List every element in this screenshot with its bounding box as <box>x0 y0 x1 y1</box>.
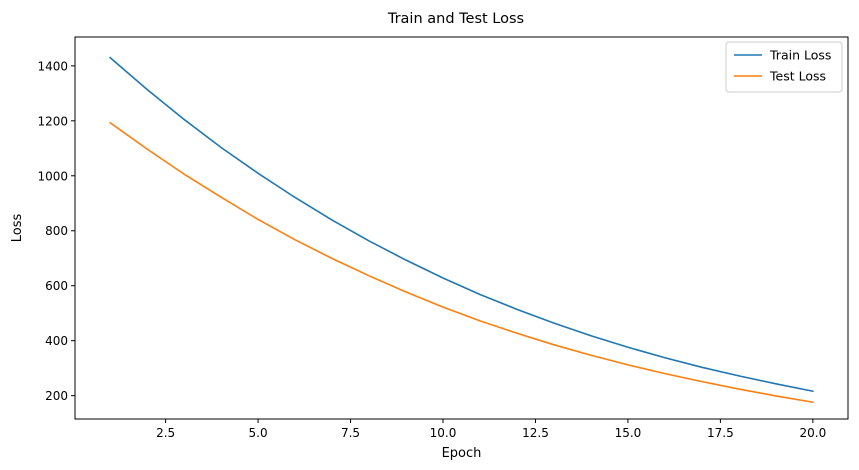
x-axis-ticks: 2.5 5.0 7.5 10.0 12.5 15.0 17.5 20.0 <box>156 419 826 440</box>
y-tick-label: 200 <box>45 389 68 403</box>
x-axis-label: Epoch <box>442 446 482 461</box>
series-line-test-loss <box>109 121 814 404</box>
x-tick-label: 7.5 <box>341 426 360 440</box>
y-tick-label: 1000 <box>37 169 68 183</box>
x-tick-label: 15.0 <box>615 426 642 440</box>
series-layer <box>109 56 814 404</box>
y-tick-label: 400 <box>45 334 68 348</box>
x-tick-label: 12.5 <box>522 426 549 440</box>
legend-label-train-loss: Train Loss <box>769 48 831 63</box>
y-axis-ticks: 200 400 600 800 1000 1200 1400 <box>37 59 75 403</box>
legend: Train Loss Test Loss <box>725 41 843 93</box>
y-tick-label: 800 <box>45 224 68 238</box>
x-tick-label: 20.0 <box>800 426 827 440</box>
y-tick-label: 1400 <box>37 59 68 73</box>
x-tick-label: 2.5 <box>156 426 175 440</box>
x-tick-label: 17.5 <box>707 426 734 440</box>
plot-frame <box>74 36 849 420</box>
series-line-train-loss <box>109 56 814 393</box>
legend-label-test-loss: Test Loss <box>769 69 826 84</box>
x-tick-label: 5.0 <box>249 426 268 440</box>
y-tick-label: 1200 <box>37 114 68 128</box>
y-axis-label: Loss <box>10 214 25 243</box>
y-tick-label: 600 <box>45 279 68 293</box>
x-tick-label: 10.0 <box>430 426 457 440</box>
chart-title: Train and Test Loss <box>387 11 524 27</box>
